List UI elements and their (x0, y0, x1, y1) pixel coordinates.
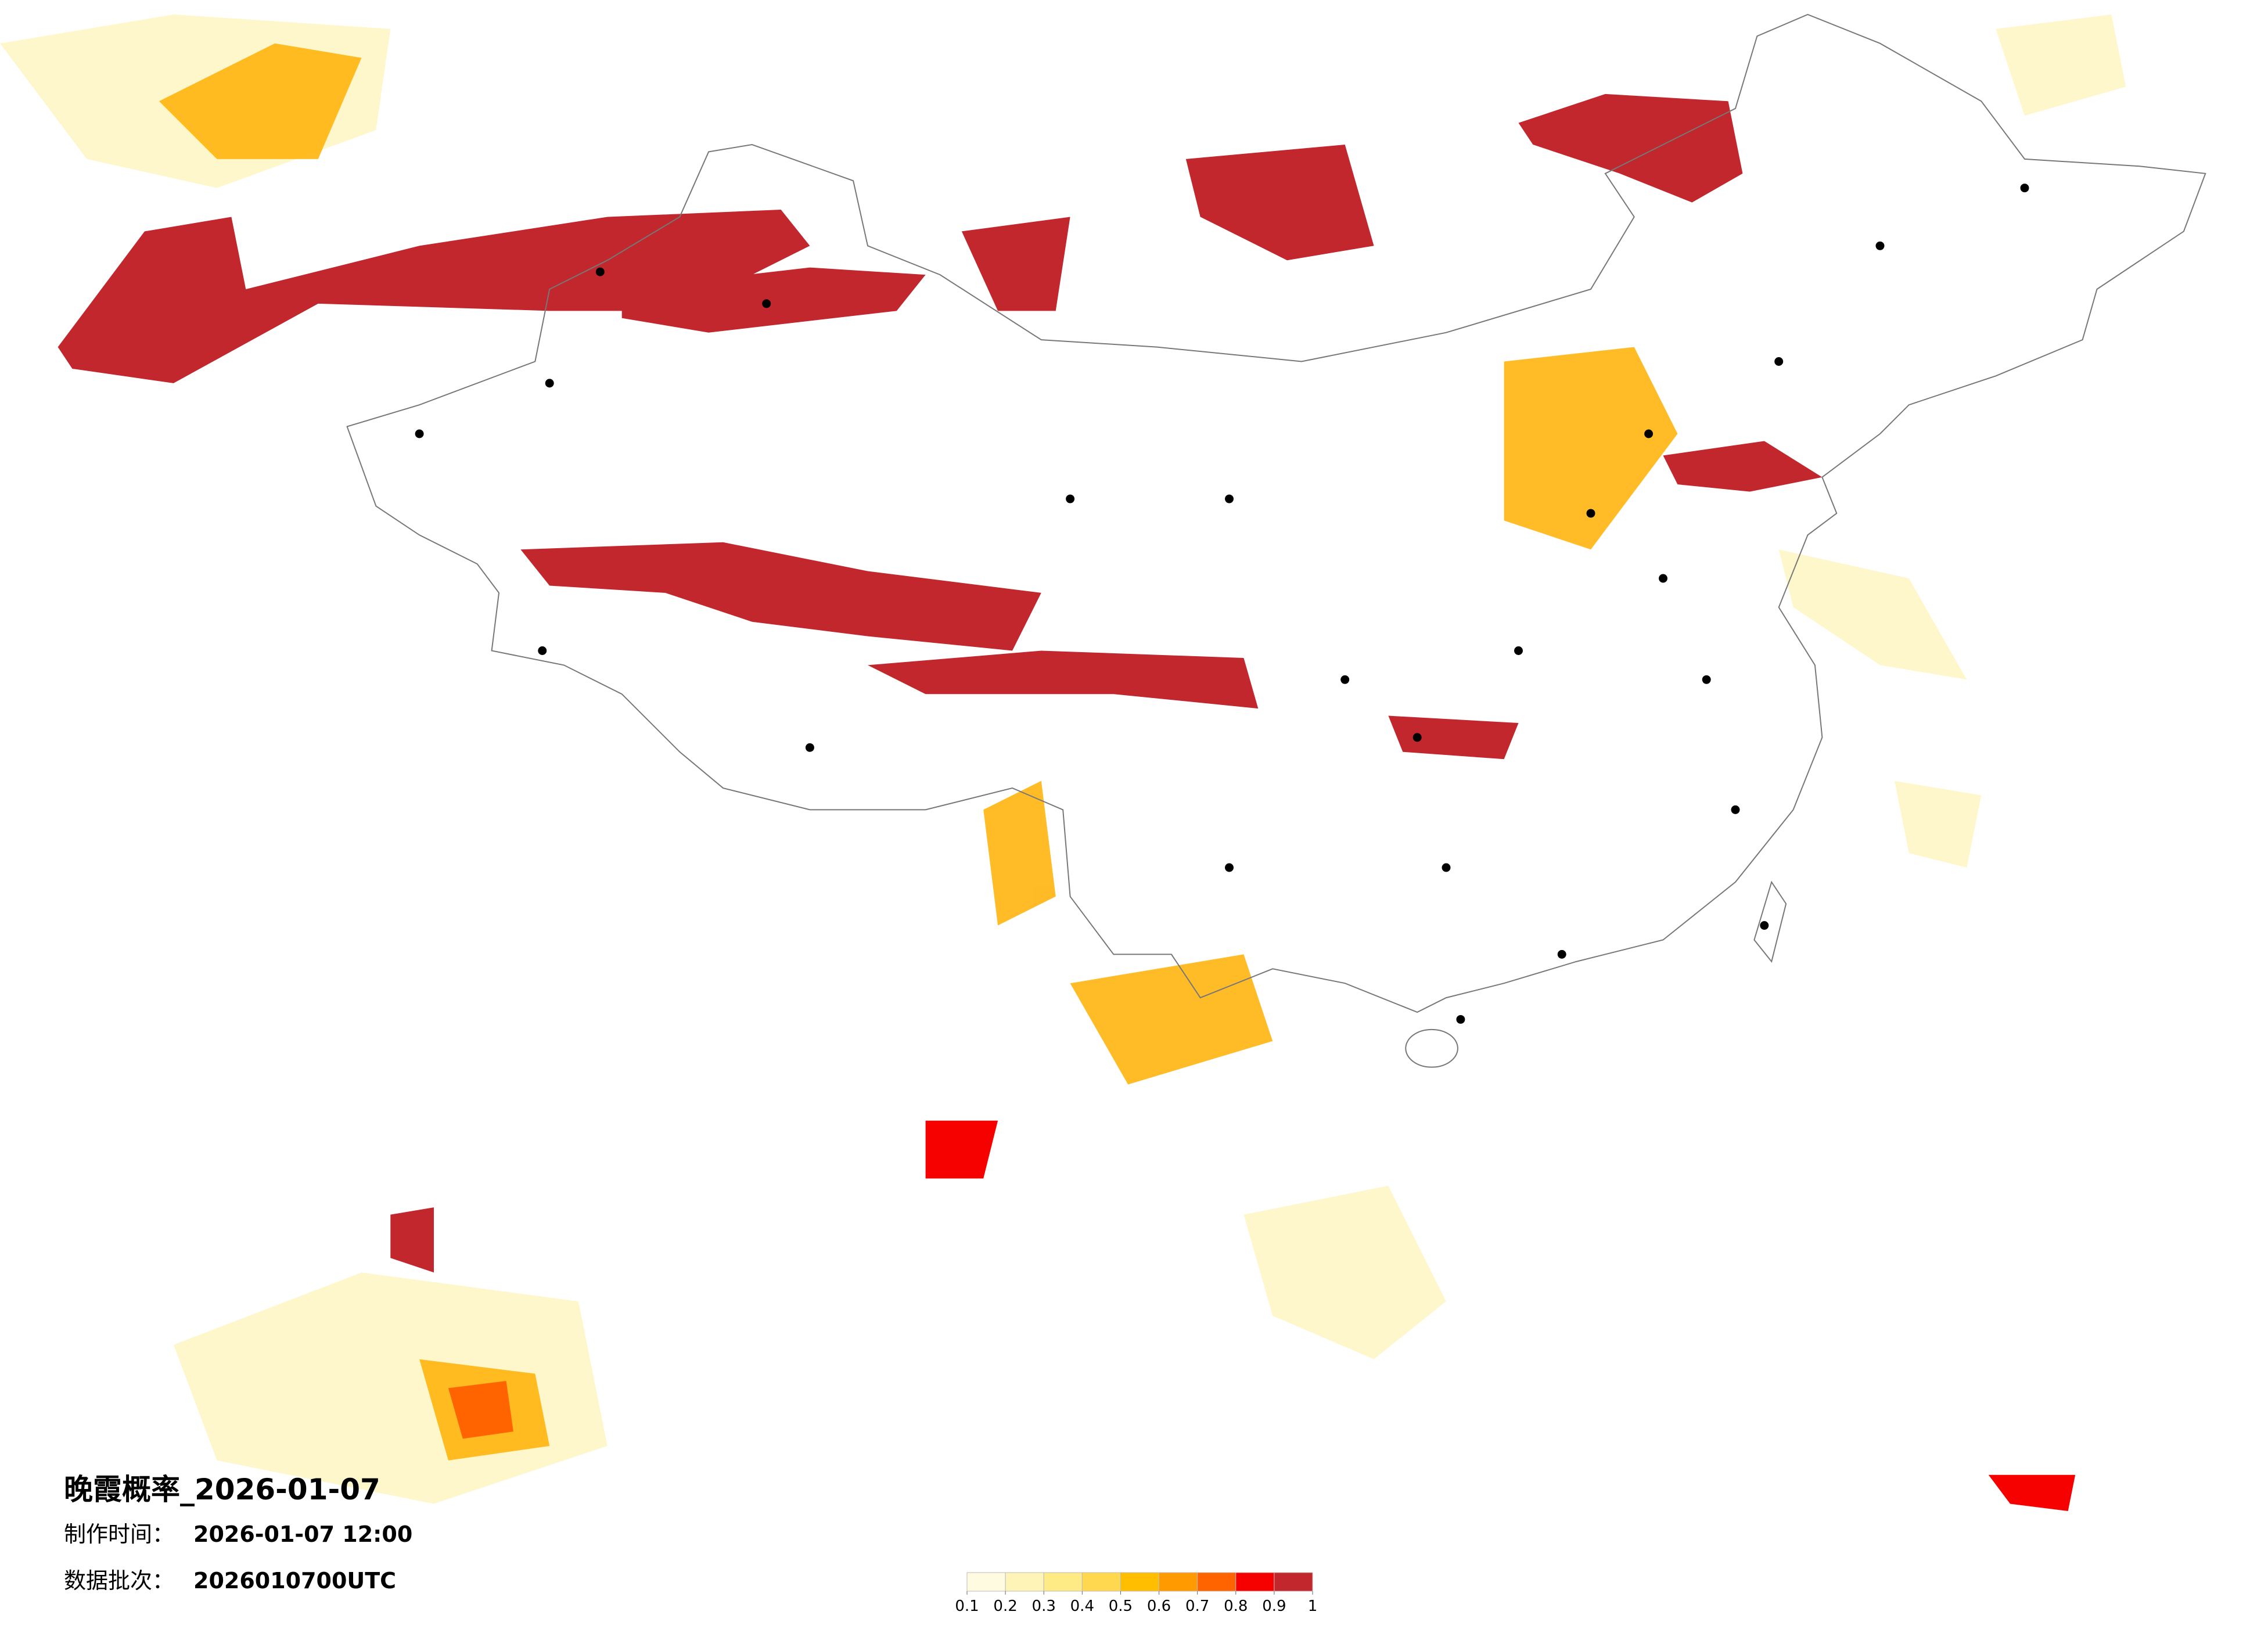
red-field (57, 93, 2076, 1512)
city-dots (415, 184, 2029, 1024)
legend-swatch (1235, 1572, 1275, 1592)
batch-value: 2026010700UTC (193, 1568, 396, 1593)
map-layer (0, 13, 2206, 1512)
production-label: 制作时间： (64, 1521, 174, 1547)
island-outline (1753, 880, 1787, 963)
legend-tick-label: 1 (1308, 1598, 1318, 1615)
country-outline (346, 13, 2206, 1013)
island-outline (1405, 1028, 1458, 1068)
legend: 0.1 0.2 0.3 0.4 0.5 0.6 0.7 0.8 0.9 1 (955, 1572, 1318, 1615)
map-title: 晚霞概率_2026-01-07 (64, 1473, 380, 1506)
legend-tick-label: 0.7 (1185, 1598, 1209, 1615)
legend-tick-label: 0.5 (1109, 1598, 1133, 1615)
batch-label: 数据批次： (64, 1568, 174, 1593)
legend-swatch (1043, 1572, 1083, 1592)
legend-swatch (966, 1572, 1006, 1592)
legend-tick-label: 0.4 (1070, 1598, 1094, 1615)
legend-tick-label: 0.8 (1224, 1598, 1248, 1615)
legend-tick-label: 0.2 (993, 1598, 1017, 1615)
legend-swatch (1197, 1572, 1237, 1592)
legend-swatch (1159, 1572, 1198, 1592)
legend-swatch (1005, 1572, 1044, 1592)
legend-tick-label: 0.9 (1262, 1598, 1286, 1615)
legend-swatch (1274, 1572, 1313, 1592)
legend-swatch (1081, 1572, 1121, 1592)
legend-tick-label: 0.6 (1147, 1598, 1171, 1615)
orange-field (159, 43, 1678, 1460)
production-time: 2026-01-07 12:00 (193, 1521, 412, 1547)
legend-tick-label: 0.3 (1032, 1598, 1056, 1615)
legend-tick-label: 0.1 (955, 1598, 979, 1615)
legend-swatch (1120, 1572, 1160, 1592)
